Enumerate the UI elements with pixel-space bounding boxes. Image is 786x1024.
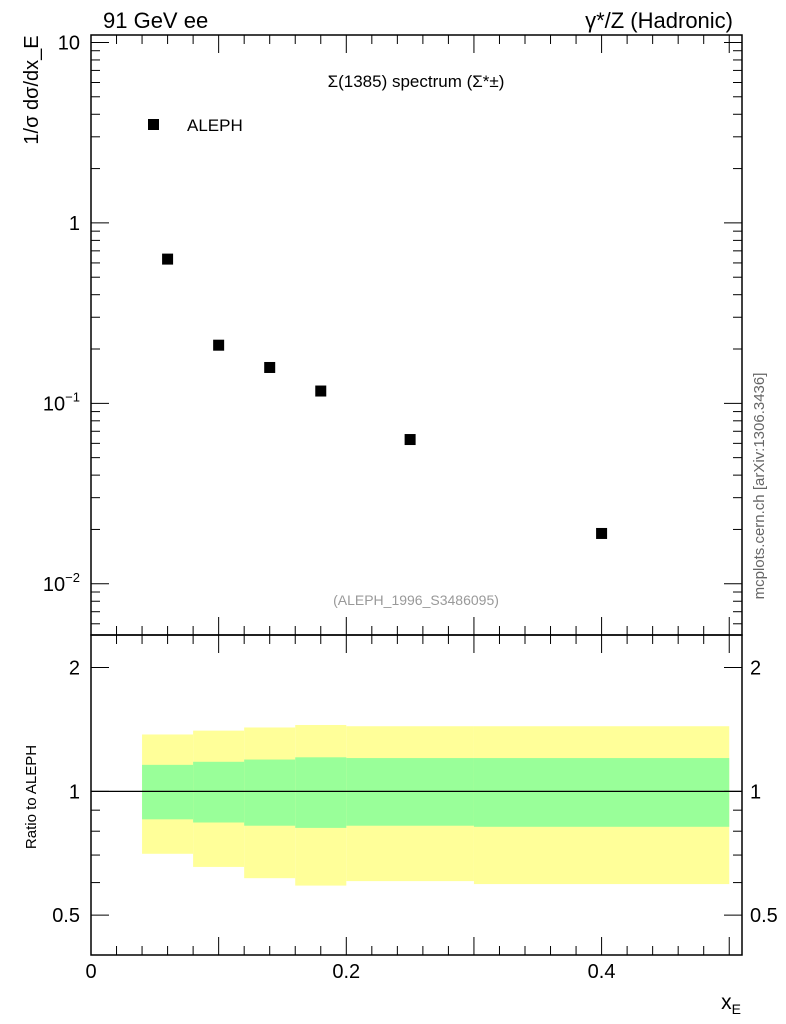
ratio-band-inner [142, 764, 194, 820]
ratio-band-inner [193, 761, 245, 823]
data-point [264, 361, 276, 373]
data-points [162, 253, 608, 539]
x-axis-label: xE [721, 991, 741, 1017]
ratio-y-tick-label: 0.5 [52, 905, 80, 927]
x-tick-label: 0.2 [332, 961, 360, 983]
x-tick-label: 0.4 [588, 961, 616, 983]
data-point [596, 527, 608, 539]
watermark: mcplots.cern.ch [arXiv:1306.3436] [751, 373, 768, 600]
ratio-band-inner [244, 759, 296, 826]
ratio-bands [142, 724, 730, 886]
x-tick-labels: 0 0.2 0.4 [85, 961, 615, 983]
analysis-id: (ALEPH_1996_S3486095) [333, 592, 499, 608]
ratio-y-tick-label-right: 0.5 [750, 905, 778, 927]
main-y-tick-labels: 10 1 10−1 10−2 [43, 32, 80, 595]
main-axis-ticks [90, 35, 742, 635]
header-left-label: 91 GeV ee [103, 8, 208, 33]
ratio-y-tick-label: 2 [69, 658, 80, 680]
y-tick-label: 10−2 [43, 570, 80, 596]
chart-title: Σ(1385) spectrum (Σ*±) [328, 72, 505, 91]
legend-label: ALEPH [187, 116, 243, 135]
header-right-label: γ*/Z (Hadronic) [585, 8, 733, 33]
main-panel: 10 1 10−1 10−2 Σ(1385) spectrum (Σ*±) ALEPH… [21, 32, 743, 636]
ratio-y-tick-label-right: 1 [750, 781, 761, 803]
ratio-y-axis-label: Ratio to ALEPH [23, 745, 40, 849]
ratio-band-inner [295, 757, 347, 828]
main-y-axis-label: 1/σ dσ/dx_E [21, 35, 43, 144]
x-tick-label: 0 [85, 961, 96, 983]
data-point [213, 339, 225, 351]
y-tick-label: 10 [58, 32, 80, 54]
ratio-panel: 2 2 1 1 0.5 0.5 0 0.2 0.4 Ratio to ALEPH xE [23, 634, 778, 1017]
data-point [315, 385, 327, 397]
data-point [404, 434, 416, 446]
ratio-band-inner [473, 758, 730, 827]
ratio-y-tick-label-right: 2 [750, 658, 761, 680]
data-point [162, 253, 174, 265]
ratio-y-tick-label: 1 [69, 781, 80, 803]
ratio-frame [90, 634, 743, 956]
y-tick-label: 1 [69, 213, 80, 235]
ratio-y-tick-labels: 2 2 1 1 0.5 0.5 [52, 658, 778, 928]
legend-marker [148, 119, 159, 130]
y-tick-label: 10−1 [43, 389, 80, 415]
